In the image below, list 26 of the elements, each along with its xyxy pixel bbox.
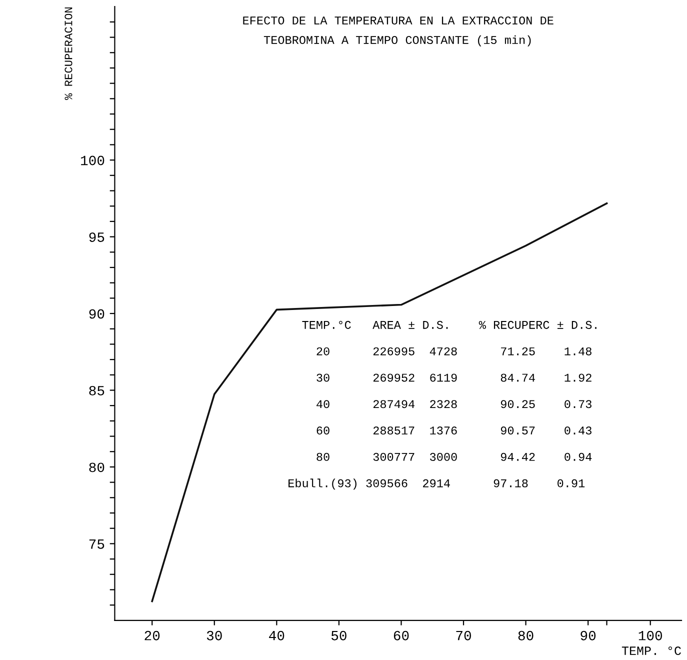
annotation: 80 300777 3000 94.42 0.94 [316,452,592,461]
y-tick-label: 75 [89,540,104,549]
y-tick-label: 95 [89,232,104,242]
annotation: Ebull.(93) 309566 2914 97.18 0.91 [288,478,585,490]
line-series [151,202,608,602]
x-tick-label: 70 [456,630,471,640]
annotation: 20 226995 4728 71.25 1.48 [316,347,592,356]
x-tick-label: 80 [518,630,534,640]
y-tick-label: 80 [89,462,104,472]
text: EFECTO DE LA TEMPERATURA EN LA EXTRACCION DE TEOBROMINA A TIEMPO CONSTANTE (15 min) [243,16,554,46]
x-tick-label: 90 [580,630,596,640]
y-tick-label: 85 [89,386,104,396]
x-tick-label: 40 [269,630,284,640]
annotation: TEMP.°C AREA ± D.S. % RECUPERC ± D.S. [302,320,596,329]
x-tick-label: 60 [394,630,409,640]
annotation: 30 269952 6119 84.74 1.92 [316,374,592,382]
y-tick-label: 100 [81,156,104,166]
x-tick-label: 30 [206,630,222,640]
x-tick-label: 100 [638,630,662,640]
x-tick-label: 50 [331,630,346,640]
y-tick-label: 90 [89,309,104,319]
annotation: 60 288517 1376 90.57 0.43 [316,426,592,435]
x-tick-label: 20 [144,630,160,640]
x-axis-title: TEMP. °C [622,646,681,656]
y-axis-title: % RECUPERACION [64,7,72,100]
annotation: 40 287494 2328 90.25 0.73 [316,400,592,408]
